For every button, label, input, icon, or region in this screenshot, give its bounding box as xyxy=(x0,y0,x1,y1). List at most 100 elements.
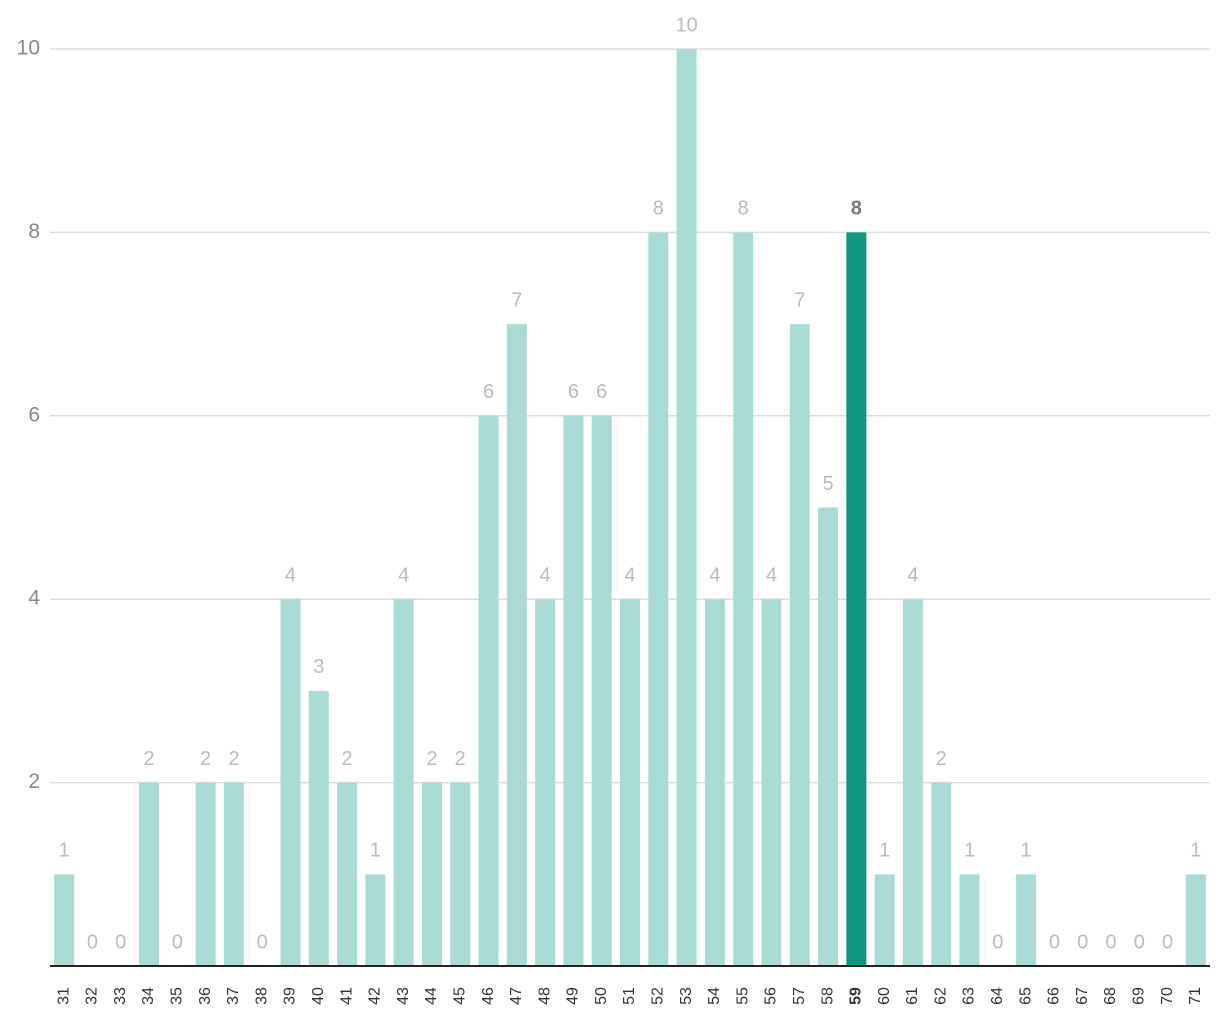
x-tick-label: 65 xyxy=(1017,987,1034,1005)
value-label: 7 xyxy=(794,289,805,311)
value-label: 2 xyxy=(426,748,437,770)
bar xyxy=(591,415,612,966)
value-label: 4 xyxy=(398,564,409,586)
x-tick-label: 40 xyxy=(310,987,327,1005)
value-label: 2 xyxy=(143,748,154,770)
value-label: 2 xyxy=(200,748,211,770)
x-tick-label: 60 xyxy=(876,987,893,1005)
value-label: 8 xyxy=(653,198,664,220)
bar xyxy=(648,232,669,966)
bar xyxy=(818,507,839,966)
bar xyxy=(478,415,499,966)
value-label: 3 xyxy=(313,656,324,678)
x-tick-label: 66 xyxy=(1046,987,1063,1005)
bar xyxy=(337,782,358,966)
x-tick-label: 62 xyxy=(932,987,949,1005)
value-label: 0 xyxy=(172,931,183,953)
x-tick-label: 39 xyxy=(282,987,299,1005)
value-label: 8 xyxy=(738,198,749,220)
bar xyxy=(959,874,980,966)
bar xyxy=(676,49,697,966)
bar xyxy=(1185,874,1206,966)
y-tick-label: 10 xyxy=(17,37,40,60)
x-tick-label: 67 xyxy=(1074,987,1091,1005)
x-tick-label: 56 xyxy=(763,987,780,1005)
value-label: 0 xyxy=(1105,931,1116,953)
value-label: 2 xyxy=(228,748,239,770)
x-tick-label: 33 xyxy=(112,987,129,1005)
x-tick-label: 68 xyxy=(1102,987,1119,1005)
x-tick-label: 36 xyxy=(197,987,214,1005)
value-label: 0 xyxy=(87,931,98,953)
value-label: 6 xyxy=(483,381,494,403)
x-tick-label: 45 xyxy=(451,987,468,1005)
value-label: 1 xyxy=(1190,840,1201,862)
x-tick-label: 63 xyxy=(961,987,978,1005)
value-label: 0 xyxy=(115,931,126,953)
bar xyxy=(393,599,414,966)
bar xyxy=(902,599,923,966)
value-label: 4 xyxy=(766,564,777,586)
x-tick-label: 42 xyxy=(367,987,384,1005)
bar xyxy=(195,782,216,966)
x-tick-label: 38 xyxy=(253,987,270,1005)
x-tick-label: 58 xyxy=(819,987,836,1005)
x-tick-label: 43 xyxy=(395,987,412,1005)
x-tick-label: 69 xyxy=(1130,987,1147,1005)
value-label: 2 xyxy=(936,748,947,770)
bar xyxy=(365,874,386,966)
value-label: 6 xyxy=(568,381,579,403)
bar xyxy=(450,782,471,966)
x-tick-label: 50 xyxy=(593,987,610,1005)
value-label: 1 xyxy=(879,840,890,862)
value-label: 1 xyxy=(964,840,975,862)
x-tick-label: 46 xyxy=(480,987,497,1005)
x-tick-label: 37 xyxy=(225,987,242,1005)
x-tick-label: 35 xyxy=(169,987,186,1005)
x-tick-label: 51 xyxy=(621,987,638,1005)
value-label: 10 xyxy=(675,14,697,36)
x-tick-label: 70 xyxy=(1159,987,1176,1005)
x-tick-label: 71 xyxy=(1187,987,1204,1005)
bar xyxy=(846,232,867,966)
bar xyxy=(223,782,244,966)
bar xyxy=(280,599,301,966)
x-tick-label: 41 xyxy=(338,987,355,1005)
value-label: 0 xyxy=(992,931,1003,953)
value-label: 0 xyxy=(1049,931,1060,953)
x-tick-label: 57 xyxy=(791,987,808,1005)
bar xyxy=(139,782,160,966)
value-label: 0 xyxy=(1162,931,1173,953)
x-tick-label: 34 xyxy=(140,987,157,1005)
bar xyxy=(563,415,584,966)
value-label: 4 xyxy=(285,564,296,586)
bar xyxy=(789,324,810,967)
x-tick-label: 52 xyxy=(650,987,667,1005)
bar xyxy=(733,232,754,966)
value-label: 1 xyxy=(1021,840,1032,862)
x-tick-label: 53 xyxy=(678,987,695,1005)
x-tick-label: 61 xyxy=(904,987,921,1005)
value-label: 6 xyxy=(596,381,607,403)
bar xyxy=(761,599,782,966)
bar xyxy=(535,599,556,966)
value-label: 4 xyxy=(907,564,918,586)
bar xyxy=(54,874,75,966)
x-tick-label: 59 xyxy=(848,987,865,1005)
x-tick-label: 48 xyxy=(536,987,553,1005)
value-label: 1 xyxy=(370,840,381,862)
x-tick-label: 47 xyxy=(508,987,525,1005)
x-tick-label: 49 xyxy=(565,987,582,1005)
bar xyxy=(308,690,329,966)
value-label: 1 xyxy=(59,840,70,862)
x-tick-label: 44 xyxy=(423,987,440,1005)
x-tick-label: 32 xyxy=(84,987,101,1005)
x-tick-label: 55 xyxy=(734,987,751,1005)
bar xyxy=(931,782,952,966)
value-label: 0 xyxy=(257,931,268,953)
y-tick-label: 2 xyxy=(28,770,40,793)
bar xyxy=(506,324,527,967)
bar xyxy=(421,782,442,966)
value-label: 4 xyxy=(624,564,635,586)
bar xyxy=(1016,874,1037,966)
